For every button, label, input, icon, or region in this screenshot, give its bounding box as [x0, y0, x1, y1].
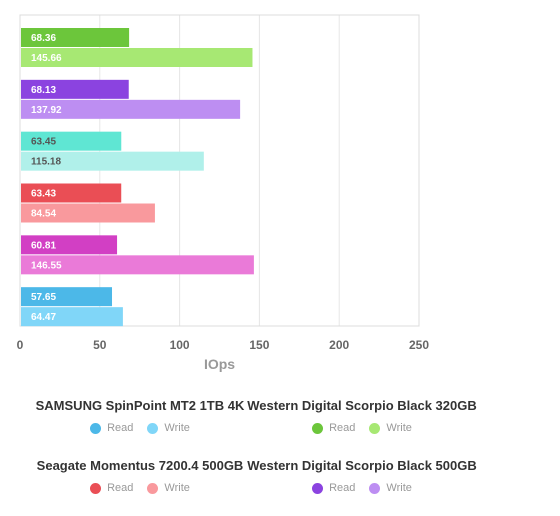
- write-value-label: 145.66: [31, 53, 62, 64]
- read-bar: [21, 131, 122, 151]
- write-value-label: 115.18: [31, 157, 61, 168]
- write-bar: [21, 151, 204, 171]
- write-bar: [21, 48, 253, 67]
- write-value-label: 137.92: [31, 105, 62, 116]
- write-swatch-icon: [369, 422, 381, 434]
- read-swatch-icon: [312, 482, 324, 494]
- read-value-label: 63.43: [31, 189, 56, 200]
- x-tick-label: 200: [329, 338, 349, 352]
- legend-title: SAMSUNG SpinPoint MT2 1TB 4K: [35, 398, 245, 413]
- read-value-label: 68.36: [31, 33, 56, 44]
- write-value-label: 64.47: [31, 312, 56, 323]
- chart-legend: SAMSUNG SpinPoint MT2 1TB 4K Read Write …: [0, 384, 560, 504]
- legend-read-label: Read: [329, 482, 356, 494]
- legend-read-item[interactable]: Read: [312, 422, 355, 434]
- write-bar: [21, 255, 254, 275]
- x-tick-label: 0: [17, 338, 24, 352]
- x-tick-label: 100: [170, 338, 190, 352]
- read-bar: [21, 287, 113, 307]
- read-swatch-icon: [312, 422, 324, 434]
- legend-write-label: Write: [386, 482, 412, 494]
- x-tick-label: 250: [409, 338, 429, 352]
- read-value-label: 68.13: [31, 85, 56, 96]
- legend-group-samsung[interactable]: SAMSUNG SpinPoint MT2 1TB 4K Read Write: [10, 398, 270, 434]
- read-value-label: 60.81: [31, 240, 56, 251]
- legend-group-wd-500gb[interactable]: Western Digital Scorpio Black 500GB Read…: [232, 458, 492, 494]
- write-bar: [21, 99, 241, 119]
- legend-write-item[interactable]: Write: [147, 422, 190, 434]
- legend-title: Seagate Momentus 7200.4 500GB: [36, 458, 244, 473]
- write-value-label: 146.55: [31, 260, 62, 271]
- legend-write-label: Write: [164, 482, 190, 494]
- legend-write-label: Write: [386, 422, 412, 434]
- read-value-label: 57.65: [31, 292, 56, 303]
- bar-chart: 68.36 145.66 68.13 137.92 63.45 115.18 63.43 84…: [17, 14, 429, 372]
- read-bar: [21, 183, 122, 203]
- legend-read-item[interactable]: Read: [90, 422, 133, 434]
- legend-read-label: Read: [107, 482, 134, 494]
- write-swatch-icon: [147, 482, 159, 494]
- legend-write-label: Write: [164, 422, 190, 434]
- x-tick-label: 50: [93, 338, 107, 352]
- legend-group-wd-320gb[interactable]: Western Digital Scorpio Black 320GB Read…: [232, 398, 492, 434]
- legend-write-item[interactable]: Write: [369, 482, 412, 494]
- read-bar: [21, 235, 118, 255]
- legend-read-item[interactable]: Read: [312, 482, 355, 494]
- write-bar: [21, 307, 123, 327]
- write-bar: [21, 203, 155, 223]
- write-swatch-icon: [147, 422, 159, 434]
- plot-frame: [19, 14, 420, 327]
- read-bar: [21, 79, 129, 99]
- legend-write-item[interactable]: Write: [369, 422, 412, 434]
- read-swatch-icon: [90, 422, 102, 434]
- read-swatch-icon: [90, 482, 102, 494]
- legend-title: Western Digital Scorpio Black 320GB: [247, 398, 477, 413]
- write-value-label: 84.54: [31, 209, 56, 220]
- legend-read-label: Read: [107, 422, 134, 434]
- legend-group-seagate[interactable]: Seagate Momentus 7200.4 500GB Read Write: [10, 458, 270, 494]
- legend-read-label: Read: [329, 422, 356, 434]
- legend-read-item[interactable]: Read: [90, 482, 133, 494]
- write-swatch-icon: [369, 482, 381, 494]
- read-value-label: 63.45: [31, 137, 56, 148]
- legend-title: Western Digital Scorpio Black 500GB: [247, 458, 477, 473]
- x-axis-title: IOps: [204, 356, 235, 372]
- read-bar: [21, 28, 130, 47]
- x-tick-label: 150: [249, 338, 269, 352]
- legend-write-item[interactable]: Write: [147, 482, 190, 494]
